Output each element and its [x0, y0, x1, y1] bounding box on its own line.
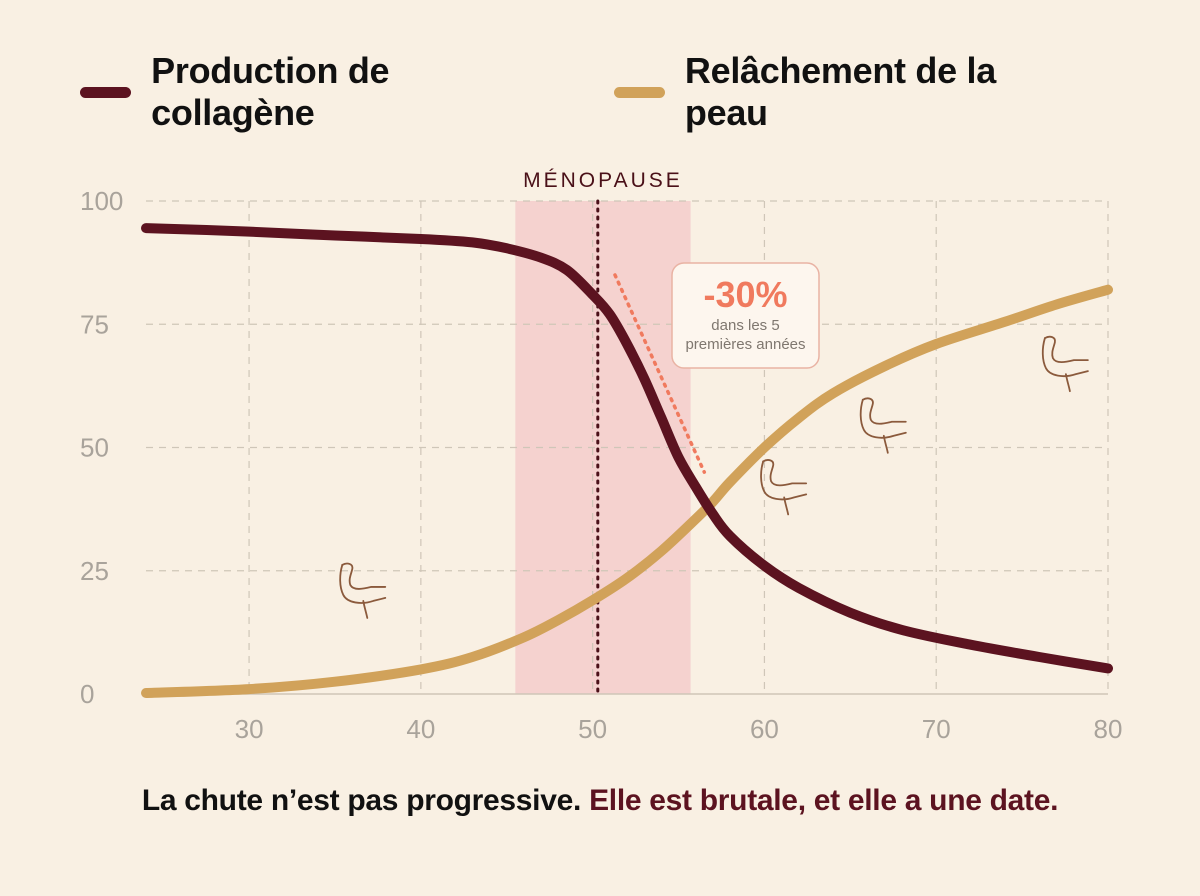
arm-icon-outer-stroke	[859, 398, 907, 439]
x-tick-label-80: 80	[1094, 714, 1123, 744]
series-line-sagging	[141, 284, 1113, 698]
x-tick-label-30: 30	[235, 714, 264, 744]
y-tick-label-75: 75	[80, 309, 109, 339]
arm-icon-outer-stroke	[760, 460, 808, 501]
arm-icon-outer-stroke	[339, 564, 387, 604]
arm-icon	[1041, 335, 1089, 393]
annotation-text-line-2: premières années	[685, 336, 805, 353]
arm-icon	[339, 562, 387, 619]
arm-icon-tail-stroke	[1065, 373, 1071, 393]
arm-icon-inner-stroke	[762, 459, 808, 487]
legend-item-collagen: Production de collagène	[80, 50, 556, 134]
x-tick-label-60: 60	[750, 714, 779, 744]
annotation-box	[671, 262, 820, 369]
arm-icon-tail-stroke	[882, 434, 889, 454]
legend: Production de collagène Relâchement de l…	[80, 50, 1140, 133]
legend-item-sagging: Relâchement de la peau	[613, 50, 1082, 134]
arm-icon	[760, 459, 808, 516]
arm-icon	[859, 397, 907, 454]
caption-part-2: Elle est brutale, et elle a une date.	[589, 784, 1059, 817]
y-tick-label-25: 25	[80, 556, 109, 586]
y-tick-label-100: 100	[80, 186, 123, 216]
arm-icon-outer-stroke	[1041, 337, 1089, 378]
x-tick-label-50: 50	[578, 714, 607, 744]
menopause-label: MÉNOPAUSE	[523, 169, 683, 192]
arm-icon-inner-stroke	[341, 562, 387, 590]
arm-icon-tail-stroke	[783, 496, 790, 516]
y-tick-label-0: 0	[80, 679, 94, 709]
legend-label-sagging: Relâchement de la peau	[684, 50, 996, 133]
x-tick-label-70: 70	[922, 714, 951, 744]
y-tick-label-50: 50	[80, 433, 109, 463]
x-tick-label-40: 40	[406, 714, 435, 744]
annotation-value: -30%	[703, 274, 787, 315]
legend-swatch-collagen	[80, 86, 132, 98]
arm-icon-tail-stroke	[362, 600, 369, 619]
arm-icon-inner-stroke	[1044, 335, 1089, 364]
legend-swatch-sagging	[613, 86, 665, 98]
arm-icon-inner-stroke	[861, 397, 907, 425]
legend-label-collagen: Production de collagène	[151, 50, 390, 133]
annotation-text-line-1: dans les 5	[711, 317, 779, 334]
caption: La chute n’est pas progressive. Elle est…	[0, 784, 1200, 818]
series-line-collagen	[141, 223, 1113, 674]
caption-part-1: La chute n’est pas progressive.	[141, 784, 582, 817]
